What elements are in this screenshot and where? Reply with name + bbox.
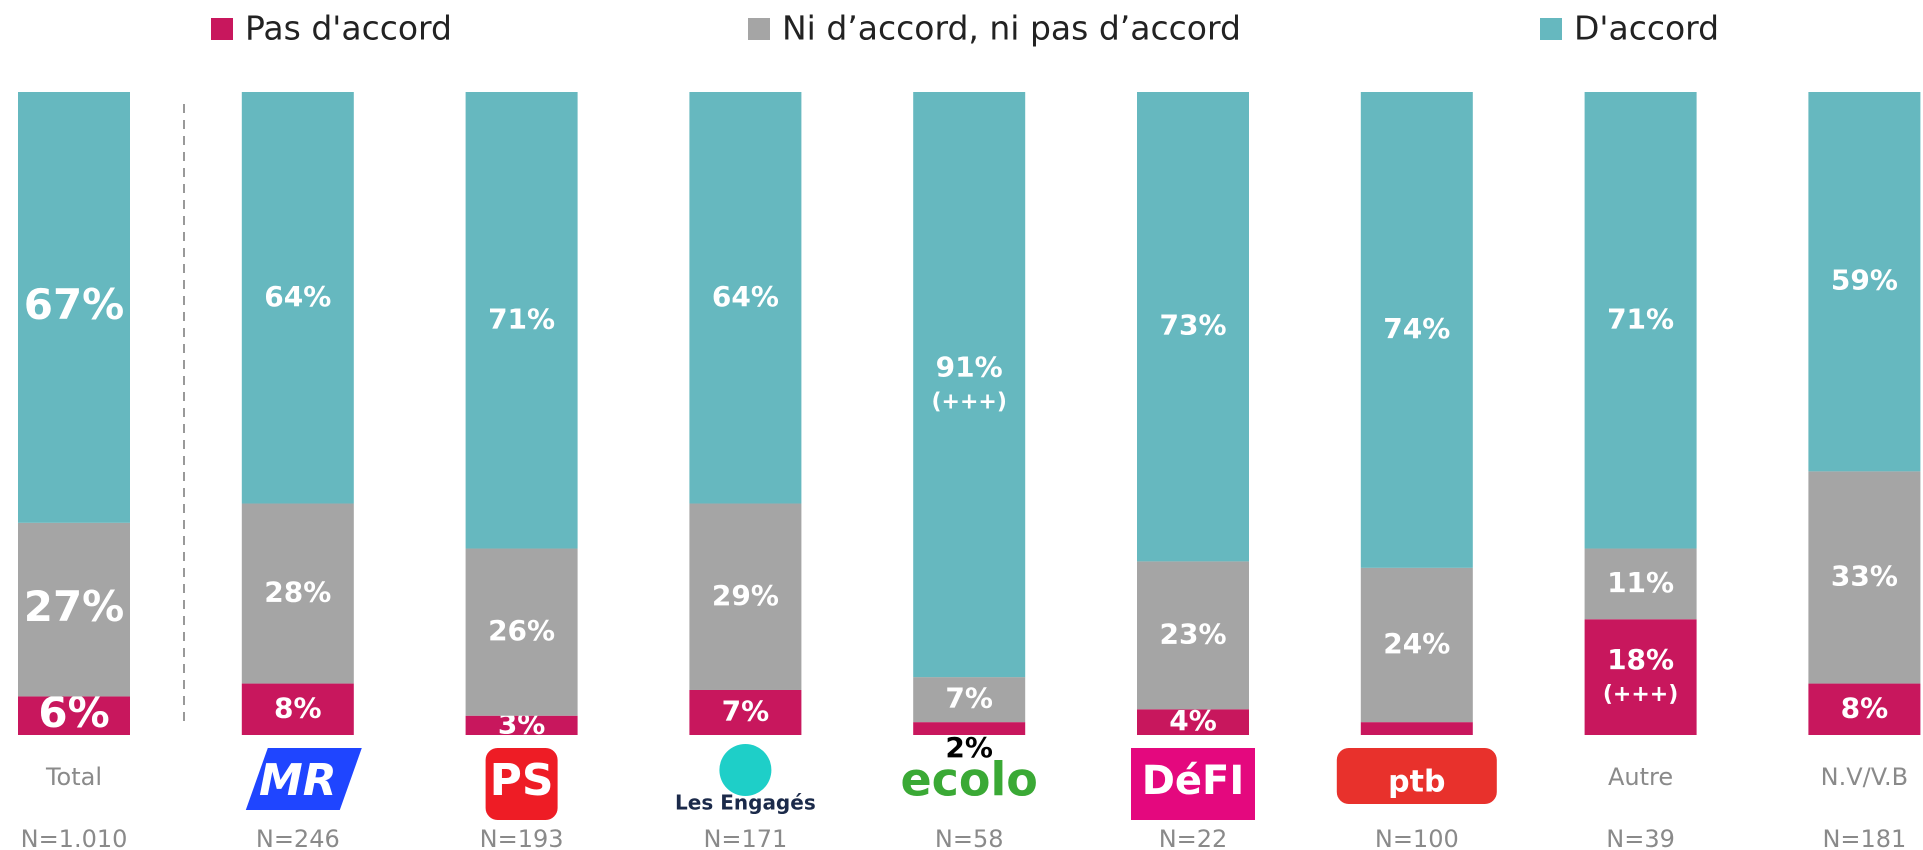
value-label: 11% <box>1607 566 1674 599</box>
logo-text: ptb <box>1388 765 1445 800</box>
legend-label: D'accord <box>1574 9 1719 48</box>
bar-segment <box>1137 561 1249 710</box>
value-label: 24% <box>1383 627 1450 660</box>
logo-text: ecolo <box>900 753 1037 807</box>
value-label: 28% <box>264 576 331 609</box>
value-label: 59% <box>1831 264 1898 297</box>
annotation: (+++) <box>931 390 1006 415</box>
value-label: 7% <box>945 682 993 715</box>
annotation: (+++) <box>1603 682 1678 707</box>
bar-segment <box>1808 92 1921 472</box>
bar-segment <box>689 689 802 735</box>
bar-segment <box>18 522 130 697</box>
sample-size: N=58 <box>935 825 1004 850</box>
category-label: Autre <box>1608 763 1673 791</box>
legend-swatch <box>211 18 233 40</box>
bar-segment <box>465 548 578 716</box>
logo-bg <box>245 748 362 810</box>
bar-segment <box>241 92 354 504</box>
bar-segment <box>1360 567 1473 723</box>
value-label: 27% <box>24 582 125 631</box>
sample-size: N=22 <box>1159 825 1228 850</box>
value-label: 64% <box>264 280 331 313</box>
sample-size: N=246 <box>256 825 340 850</box>
bar-segment <box>465 92 578 549</box>
party-logo: ecolo <box>900 753 1037 807</box>
bar-segment <box>1584 619 1697 735</box>
sample-size: N=171 <box>703 825 787 850</box>
value-label: 18% <box>1607 643 1674 676</box>
party-logo: DéFI <box>1131 748 1255 820</box>
bar-segment <box>241 503 354 684</box>
value-label: 71% <box>488 302 555 335</box>
sample-size: N=193 <box>480 825 564 850</box>
sample-size: N=181 <box>1822 825 1906 850</box>
bar-segment <box>689 92 802 504</box>
bar-segment <box>241 683 354 735</box>
category-label: Total <box>45 763 102 791</box>
bar-segment <box>1360 92 1473 568</box>
sample-size: N=1.010 <box>21 825 128 850</box>
value-label: 67% <box>24 280 125 329</box>
sample-size: N=100 <box>1375 825 1459 850</box>
value-label: 2% <box>945 731 993 764</box>
value-label: 8% <box>1841 691 1889 724</box>
value-label: 74% <box>1383 312 1450 345</box>
bar-segment <box>1584 548 1697 620</box>
value-label: 7% <box>722 694 770 727</box>
bar-segment <box>913 677 1026 723</box>
bar-segment <box>1808 683 1921 735</box>
bar-segment <box>1137 92 1249 562</box>
bar-segment <box>913 92 1026 678</box>
value-label: 64% <box>712 280 779 313</box>
value-label: 73% <box>1159 309 1226 342</box>
bar-segment <box>1808 471 1921 684</box>
bar-segment <box>689 503 802 690</box>
value-label: 23% <box>1159 617 1226 650</box>
bar-segment <box>1137 709 1249 735</box>
bar-segment <box>1360 722 1473 735</box>
party-logo: PS <box>485 748 558 820</box>
logo-text: Les Engagés <box>675 791 816 815</box>
legend-swatch <box>1540 18 1562 40</box>
value-label: 91% <box>936 351 1003 384</box>
logo-bg <box>1336 748 1497 804</box>
party-logo: Les Engagés <box>675 744 816 815</box>
logo-icon <box>719 744 772 796</box>
logo-text: DéFI <box>1142 758 1245 804</box>
value-label: 26% <box>488 614 555 647</box>
logo-bg <box>485 748 558 820</box>
logo-bg <box>1131 748 1255 820</box>
category-label: N.V/V.B <box>1821 763 1909 791</box>
party-logo: MR <box>245 748 362 810</box>
party-logo: ptb <box>1336 748 1497 804</box>
value-label: 4% <box>1169 704 1217 737</box>
legend-label: Ni d’accord, ni pas d’accord <box>782 9 1241 48</box>
bar-segment <box>913 722 1026 735</box>
bar-segment <box>1584 92 1697 549</box>
sample-size: N=39 <box>1606 825 1675 850</box>
bar-segment <box>18 92 130 523</box>
value-label: 33% <box>1831 559 1898 592</box>
value-label: 29% <box>712 579 779 612</box>
value-label: 71% <box>1607 302 1674 335</box>
legend-label: Pas d'accord <box>245 9 452 48</box>
logo-text: PS <box>490 755 554 806</box>
bar-segment <box>18 696 130 735</box>
value-label: 8% <box>274 691 322 724</box>
logo-text: MR <box>259 755 337 806</box>
bar-segment <box>465 715 578 735</box>
legend-swatch <box>748 18 770 40</box>
